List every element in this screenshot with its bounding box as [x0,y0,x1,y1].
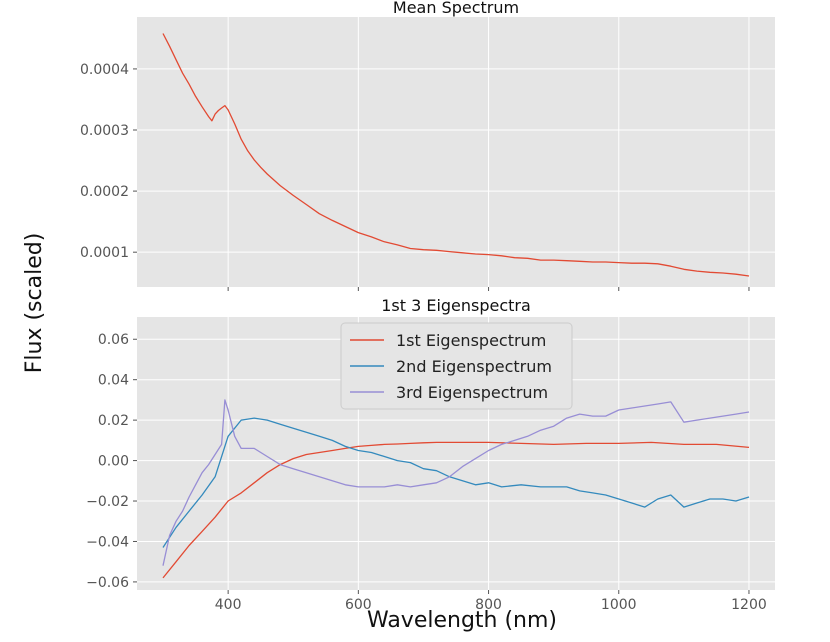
eigenspectra-x-ticks: 400 600 800 1000 1200 [215,590,767,613]
y-tick-label: 0.04 [98,373,129,389]
mean-spectrum-title: Mean Spectrum [393,0,519,17]
series-line-3rd [162,399,750,566]
eigenspectra-panel: −0.06 −0.04 −0.02 0.00 0.02 0.04 0.06 400 600 80… [86,296,775,613]
x-tick-label: 600 [345,597,372,613]
mean-spectrum-lines [162,33,750,277]
mean-spectrum-plot-area [137,17,775,287]
mean-spectrum-x-ticks [227,287,750,291]
eigenspectra-y-ticks: −0.06 −0.04 −0.02 0.00 0.02 0.04 0.06 [86,332,137,591]
mean-spectrum-panel: 0.0001 0.0002 0.0003 0.0004 Mean Spectrum [80,0,775,291]
y-tick-label: 0.0004 [80,62,129,78]
eigenspectra-lines [162,399,750,579]
y-tick-label: 0.0003 [80,123,129,139]
legend-box [340,322,573,410]
x-tick-label: 800 [475,597,502,613]
y-axis-label: Flux (scaled) [22,233,47,374]
x-tick-label: 1000 [601,597,637,613]
y-tick-label: −0.04 [86,534,129,550]
eigenspectra-title: 1st 3 Eigenspectra [381,296,531,315]
series-line-mean [162,33,750,277]
mean-spectrum-y-ticks: 0.0001 0.0002 0.0003 0.0004 [80,62,137,261]
x-axis-label: Wavelength (nm) [367,608,557,633]
y-tick-label: −0.06 [86,575,129,591]
y-tick-label: 0.0002 [80,184,129,200]
x-tick-label: 1200 [731,597,767,613]
legend-label-3rd: 3rd Eigenspectrum [396,383,548,402]
legend-label-1st: 1st Eigenspectrum [396,331,546,350]
x-tick-label: 400 [215,597,242,613]
y-tick-label: 0.0001 [80,245,129,261]
eigenspectra-legend: 1st Eigenspectrum 2nd Eigenspectrum 3rd … [340,322,573,410]
y-tick-label: 0.00 [98,454,129,470]
legend-label-2nd: 2nd Eigenspectrum [396,357,552,376]
y-tick-label: 0.02 [98,413,129,429]
y-tick-label: −0.02 [86,494,129,510]
series-line-1st [162,441,750,579]
y-tick-label: 0.06 [98,332,129,348]
